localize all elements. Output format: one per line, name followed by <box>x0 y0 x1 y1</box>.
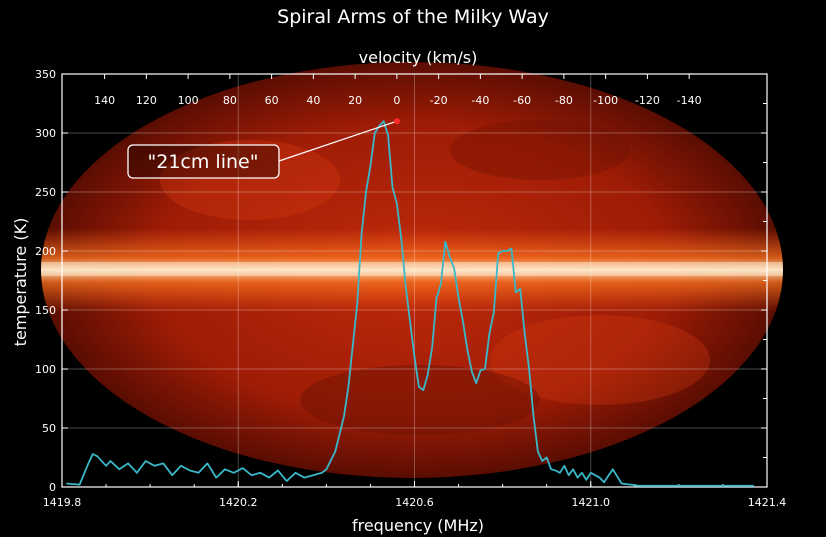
y-tick-label: 150 <box>35 304 56 317</box>
y-tick-label: 350 <box>35 68 56 81</box>
y-tick-label: 250 <box>35 186 56 199</box>
x-axis-label: frequency (MHz) <box>352 516 484 535</box>
velocity-tick-label: 80 <box>223 94 237 107</box>
annotation-21cm: "21cm line" <box>127 118 400 179</box>
y-tick-label: 50 <box>42 422 56 435</box>
y-tick-labels: 0 50 100 150 200 250 300 350 <box>35 68 56 494</box>
grid-lines <box>62 74 767 487</box>
x-tick-label: 1420.2 <box>219 496 258 509</box>
x-tick-label: 1420.6 <box>395 496 434 509</box>
x-tick-label: 1419.8 <box>43 496 82 509</box>
milky-way-background <box>41 62 783 478</box>
velocity-tick-label: -140 <box>677 94 702 107</box>
y-tick-label: 200 <box>35 245 56 258</box>
velocity-tick-label: -120 <box>635 94 660 107</box>
series-group <box>66 120 754 487</box>
velocity-tick-label: -40 <box>471 94 489 107</box>
chart-title: Spiral Arms of the Milky Way <box>277 6 549 28</box>
velocity-tick-label: 40 <box>306 94 320 107</box>
annotation-box <box>127 144 280 179</box>
velocity-tick-label: 140 <box>94 94 115 107</box>
velocity-tick-labels: 140 120 100 80 60 40 20 0 -20 -40 -60 -80 -100 -120 -1… <box>94 94 702 107</box>
tick-marks <box>61 73 768 488</box>
velocity-tick-label: -60 <box>513 94 531 107</box>
annotation-point <box>393 118 400 125</box>
velocity-tick-label: -100 <box>593 94 618 107</box>
velocity-tick-label: 0 <box>393 94 400 107</box>
velocity-tick-label: 20 <box>348 94 362 107</box>
y-tick-label: 100 <box>35 363 56 376</box>
velocity-tick-label: 100 <box>178 94 199 107</box>
annotation-text: "21cm line" <box>148 151 259 173</box>
velocity-tick-label: 60 <box>265 94 279 107</box>
x-tick-labels: 1419.8 1420.2 1420.6 1421.0 1421.4 <box>43 496 787 509</box>
y-tick-label: 300 <box>35 127 56 140</box>
x-tick-label: 1421.4 <box>748 496 787 509</box>
velocity-axis-label: velocity (km/s) <box>359 48 478 67</box>
velocity-tick-label: 120 <box>136 94 157 107</box>
velocity-tick-label: -80 <box>555 94 573 107</box>
y-axis-label: temperature (K) <box>11 218 30 347</box>
annotation-leader-line <box>278 120 398 162</box>
series-line <box>66 120 754 487</box>
x-tick-label: 1421.0 <box>572 496 611 509</box>
y-tick-label: 0 <box>49 481 56 494</box>
velocity-tick-label: -20 <box>430 94 448 107</box>
